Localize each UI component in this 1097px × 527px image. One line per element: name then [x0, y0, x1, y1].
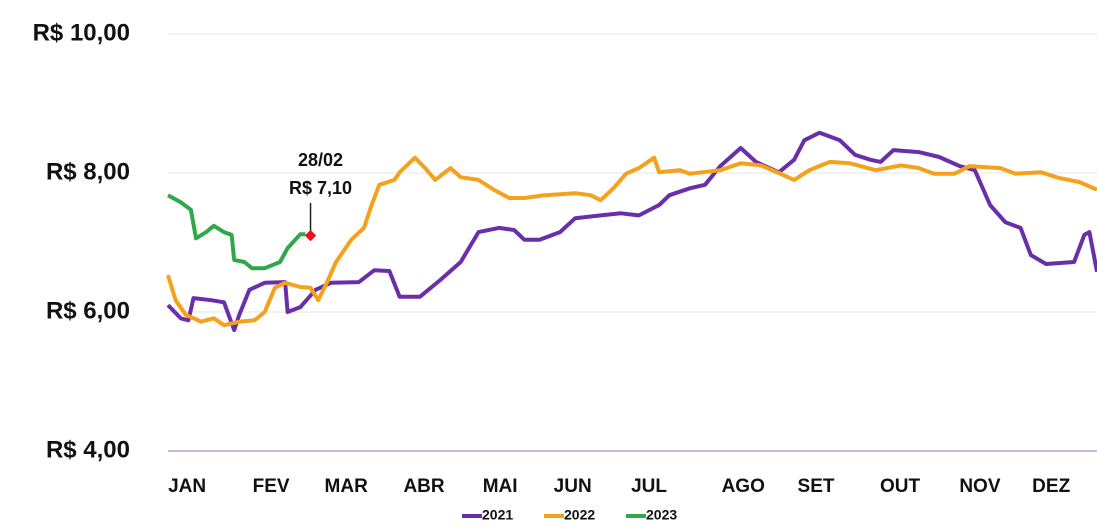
x-tick-label: FEV [253, 476, 290, 497]
annotation-marker [304, 229, 317, 242]
legend-label: 2021 [482, 507, 513, 522]
x-tick-label: MAI [483, 476, 518, 497]
x-tick-label: ABR [403, 476, 444, 497]
x-tick-label: JAN [168, 476, 206, 497]
x-tick-label: SET [798, 476, 835, 497]
x-tick-label: AGO [722, 476, 765, 497]
x-tick-label: JUL [631, 476, 667, 497]
legend-label: 2023 [646, 507, 677, 522]
y-tick-label: R$ 10,00 [33, 19, 130, 46]
annotation-text: R$ 7,10 [289, 178, 352, 198]
y-tick-label: R$ 6,00 [46, 297, 130, 324]
y-tick-label: R$ 8,00 [46, 158, 130, 185]
series-line [166, 155, 1097, 328]
annotation-text: 28/02 [298, 150, 343, 170]
series-line [167, 193, 306, 271]
legend-label: 2022 [564, 507, 595, 522]
x-tick-label: OUT [880, 476, 921, 497]
y-tick-label: R$ 4,00 [46, 436, 130, 463]
x-tick-label: NOV [959, 476, 1001, 497]
x-tick-label: JUN [554, 476, 592, 497]
x-tick-label: DEZ [1032, 476, 1070, 497]
x-tick-label: MAR [325, 476, 369, 497]
